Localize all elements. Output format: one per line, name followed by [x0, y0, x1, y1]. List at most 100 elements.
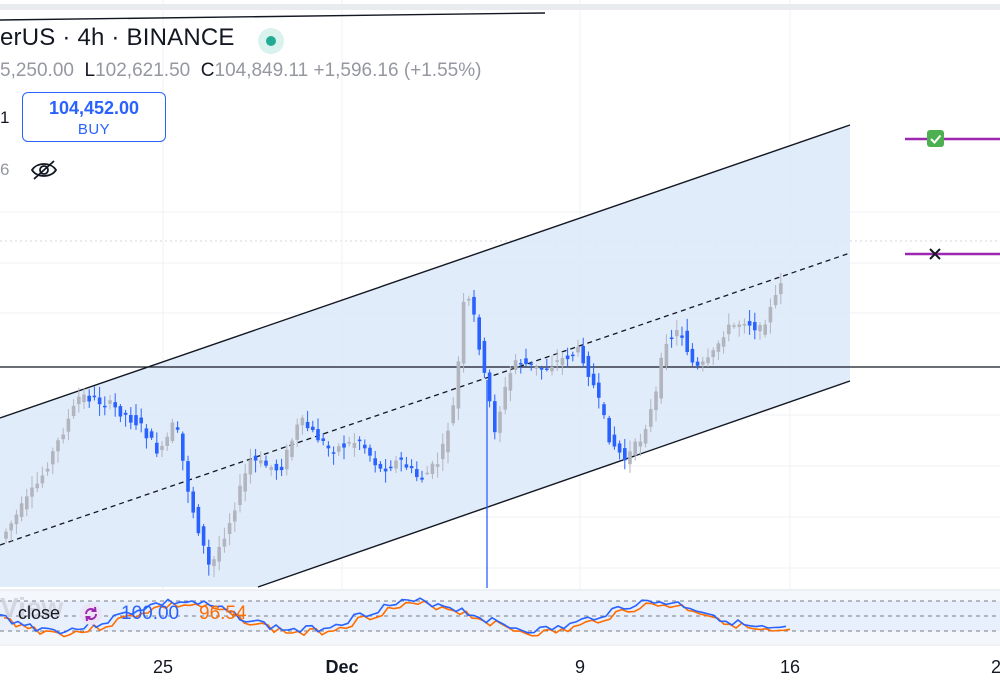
- candle-body: [617, 443, 622, 453]
- candle-body: [347, 442, 351, 444]
- trend-line-top[interactable]: [0, 12, 546, 21]
- buy-price: 104,452.00: [48, 98, 140, 118]
- candle-body: [181, 433, 185, 461]
- candle-body: [742, 324, 747, 326]
- marker-check[interactable]: [905, 130, 1000, 147]
- candle-body: [201, 526, 206, 546]
- candle-body: [248, 459, 253, 475]
- candle-body: [550, 366, 554, 372]
- candle-body: [612, 434, 617, 447]
- candle-body: [404, 464, 409, 468]
- candle-body: [451, 405, 455, 424]
- candle-body: [35, 483, 39, 489]
- interval-label: 4h: [77, 24, 105, 51]
- candle-body: [92, 395, 97, 398]
- channel-lower-line[interactable]: [257, 380, 851, 588]
- candle-body: [560, 357, 565, 366]
- close-value: 104,849.11: [214, 60, 309, 81]
- candle-body: [503, 386, 507, 410]
- candle-body: [103, 405, 107, 408]
- candle-body: [160, 445, 164, 451]
- parallel-channel[interactable]: [0, 125, 850, 587]
- candle-body: [139, 417, 143, 424]
- candle-body: [326, 445, 331, 449]
- candle-body: [487, 372, 492, 402]
- low-value: 102,621.50: [95, 60, 191, 81]
- refresh-icon[interactable]: [79, 602, 103, 626]
- candle-body: [638, 441, 643, 447]
- candle-body: [529, 363, 533, 365]
- candle-body: [597, 382, 601, 398]
- candle-body: [363, 444, 367, 449]
- candle-body: [441, 443, 445, 460]
- candle-body: [19, 503, 24, 517]
- time-label-dec: Dec: [325, 657, 359, 677]
- candle-body: [649, 409, 653, 427]
- oscillator-pane[interactable]: [0, 589, 1000, 644]
- candle-body: [321, 438, 325, 441]
- candle-body: [753, 322, 757, 331]
- buy-label: BUY: [77, 121, 111, 138]
- candle-body: [467, 298, 471, 301]
- candle-body: [378, 463, 383, 469]
- channel-median-line[interactable]: [0, 252, 851, 546]
- eye-off-icon[interactable]: [30, 158, 58, 182]
- time-label-16: 16: [779, 657, 801, 677]
- candle-body: [545, 368, 549, 370]
- candle-body: [508, 373, 513, 391]
- candle-body: [430, 463, 435, 474]
- close-icon: [929, 248, 941, 260]
- candle-body: [227, 523, 232, 534]
- candle-body: [513, 360, 518, 370]
- candle-body: [170, 422, 175, 442]
- candle-body: [737, 324, 741, 327]
- candle-body: [238, 485, 242, 506]
- candle-body: [493, 401, 497, 433]
- candle-body: [155, 442, 159, 454]
- sell-side-fragment[interactable]: 1: [0, 108, 10, 127]
- candle-body: [690, 348, 695, 363]
- candle-body: [82, 394, 86, 403]
- market-status-dot[interactable]: [258, 28, 284, 54]
- candle-body: [108, 400, 112, 404]
- candle-body: [716, 343, 721, 352]
- candle-body: [415, 469, 419, 478]
- candle-body: [654, 391, 658, 411]
- channel-upper-line[interactable]: [0, 124, 851, 419]
- candle-body: [77, 396, 81, 405]
- candle-body: [113, 402, 117, 408]
- candle-body: [316, 429, 320, 441]
- candle-body: [571, 354, 575, 357]
- candle-body: [628, 451, 632, 465]
- close-label: C: [200, 60, 215, 81]
- candle-body: [279, 466, 284, 471]
- change-percent: (+1.55%): [403, 60, 482, 81]
- symbol-title[interactable]: erUS · 4h · BINANCE: [0, 24, 235, 51]
- candle-body: [498, 411, 502, 433]
- high-value: 5,250.00: [0, 60, 74, 81]
- indicator-count: 6: [0, 160, 10, 179]
- candle-body: [165, 436, 169, 446]
- candle-body: [591, 373, 596, 386]
- candle-body: [87, 395, 91, 402]
- candle-body: [779, 283, 783, 295]
- symbol-name: erUS: [0, 24, 56, 51]
- ohlc-values: 5,250.00 L102,621.50 C104,849.11 +1,596.…: [0, 60, 481, 82]
- candle-body: [123, 412, 128, 415]
- candle-body: [233, 510, 237, 522]
- candle-body: [295, 424, 299, 440]
- candle-body: [524, 358, 528, 364]
- oscillator-k-value: 100.00: [121, 603, 180, 624]
- candle-body: [747, 321, 752, 326]
- marker-cross[interactable]: [905, 248, 1000, 260]
- candle-body: [212, 559, 216, 567]
- candle-body: [394, 460, 398, 469]
- candle-body: [607, 417, 611, 443]
- candle-body: [482, 341, 487, 373]
- candle-body: [758, 325, 762, 332]
- buy-button[interactable]: 104,452.00 BUY: [22, 92, 166, 142]
- check-icon: [927, 130, 944, 147]
- candle-body: [357, 439, 362, 442]
- candle-body: [222, 538, 227, 547]
